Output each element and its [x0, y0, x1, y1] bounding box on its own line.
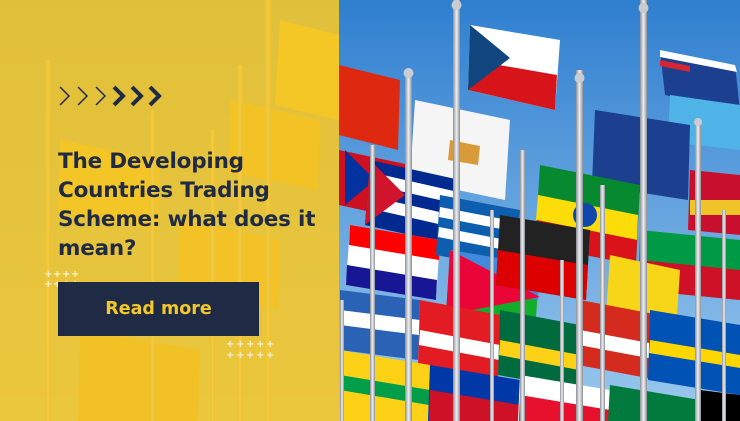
chevron-outline-icon	[77, 86, 89, 106]
chevron-solid-icon	[130, 85, 144, 107]
chevron-solid-icon	[112, 85, 126, 107]
headline: The Developing Countries Trading Scheme:…	[58, 149, 316, 261]
chevron-solid-icon	[148, 85, 162, 107]
double-chevron-arrows-icon	[57, 84, 165, 108]
yellow-overlay-panel	[0, 0, 339, 421]
plus-grid-icon: + + + + + + + + + +	[226, 339, 275, 361]
chevron-outline-icon	[95, 86, 107, 106]
chevron-outline-icon	[59, 86, 71, 106]
read-more-button[interactable]: Read more	[58, 282, 259, 336]
